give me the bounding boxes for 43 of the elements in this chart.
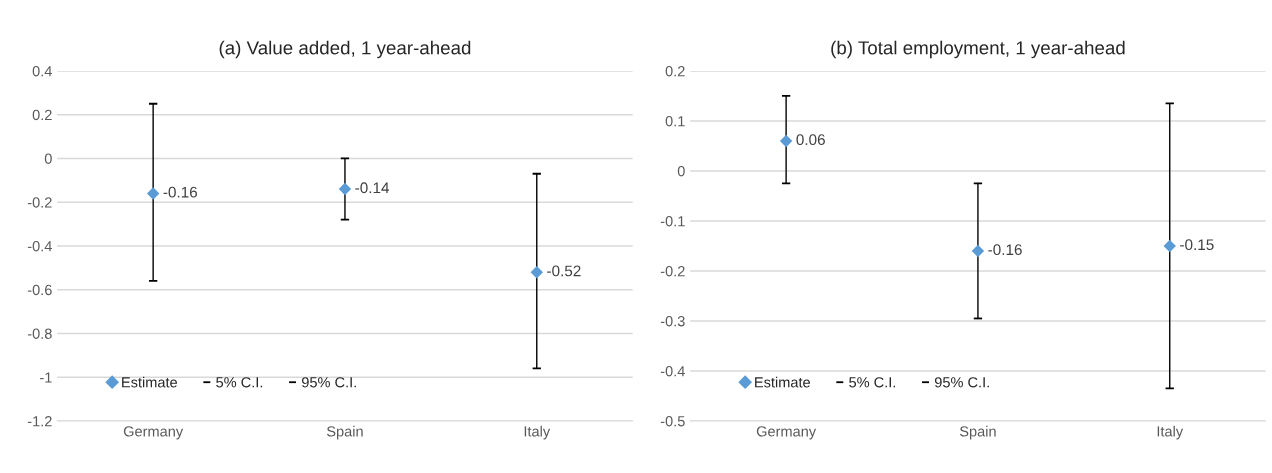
annotation: 5% C.I. <box>216 377 263 388</box>
x-tick-label: Spain <box>959 425 996 440</box>
y-tick-label: -0.2 <box>660 266 685 277</box>
data-label: -0.15 <box>1180 239 1214 251</box>
y-tick-label: -1 <box>40 372 52 383</box>
data-label: 0.06 <box>796 134 825 146</box>
chart-title: (a) Value added, 1 year-ahead <box>219 40 471 59</box>
y-tick-label: 0.2 <box>32 109 52 121</box>
x-tick-label: Italy <box>524 425 551 440</box>
point <box>338 182 352 196</box>
y-tick-label: -0.5 <box>660 416 685 427</box>
y-tick-label: 0 <box>44 153 52 164</box>
y-tick-label: -0.4 <box>27 241 52 252</box>
y-tick-label: -0.8 <box>27 328 52 339</box>
x-tick-label: Germany <box>756 426 817 440</box>
y-tick-label: -1.2 <box>27 416 52 427</box>
legend-label: Estimate <box>755 376 810 388</box>
y-tick-label: 0.4 <box>32 66 52 77</box>
x-tick-label: Italy <box>1157 425 1184 440</box>
y-tick-label: -0.1 <box>660 216 685 227</box>
annotation: 5% C.I. <box>849 377 896 388</box>
data-label: -0.52 <box>547 265 581 277</box>
chart-title: (b) Total employment, 1 year-ahead <box>831 40 1125 59</box>
y-tick-label: -0.4 <box>660 366 685 377</box>
x-tick-label: Spain <box>326 425 363 440</box>
y-tick-label: 0.1 <box>665 116 685 127</box>
y-tick-label: 0.2 <box>665 66 685 77</box>
point <box>779 134 793 148</box>
y-tick-label: -0.2 <box>27 197 52 208</box>
y-tick-label: -0.6 <box>27 284 52 296</box>
annotation: 95% C.I. <box>934 377 989 388</box>
point <box>146 187 160 200</box>
data-label: -0.16 <box>163 186 198 198</box>
point <box>1163 239 1176 253</box>
data-label: -0.16 <box>988 244 1022 256</box>
data-label: -0.14 <box>355 182 390 194</box>
point <box>971 244 985 258</box>
point <box>530 266 543 279</box>
legend-label: Estimate <box>122 376 178 388</box>
annotation: 95% C.I. <box>301 377 356 388</box>
y-tick-label: -0.3 <box>660 316 685 327</box>
x-tick-label: Germany <box>123 426 184 440</box>
y-tick-label: 0 <box>677 166 685 177</box>
